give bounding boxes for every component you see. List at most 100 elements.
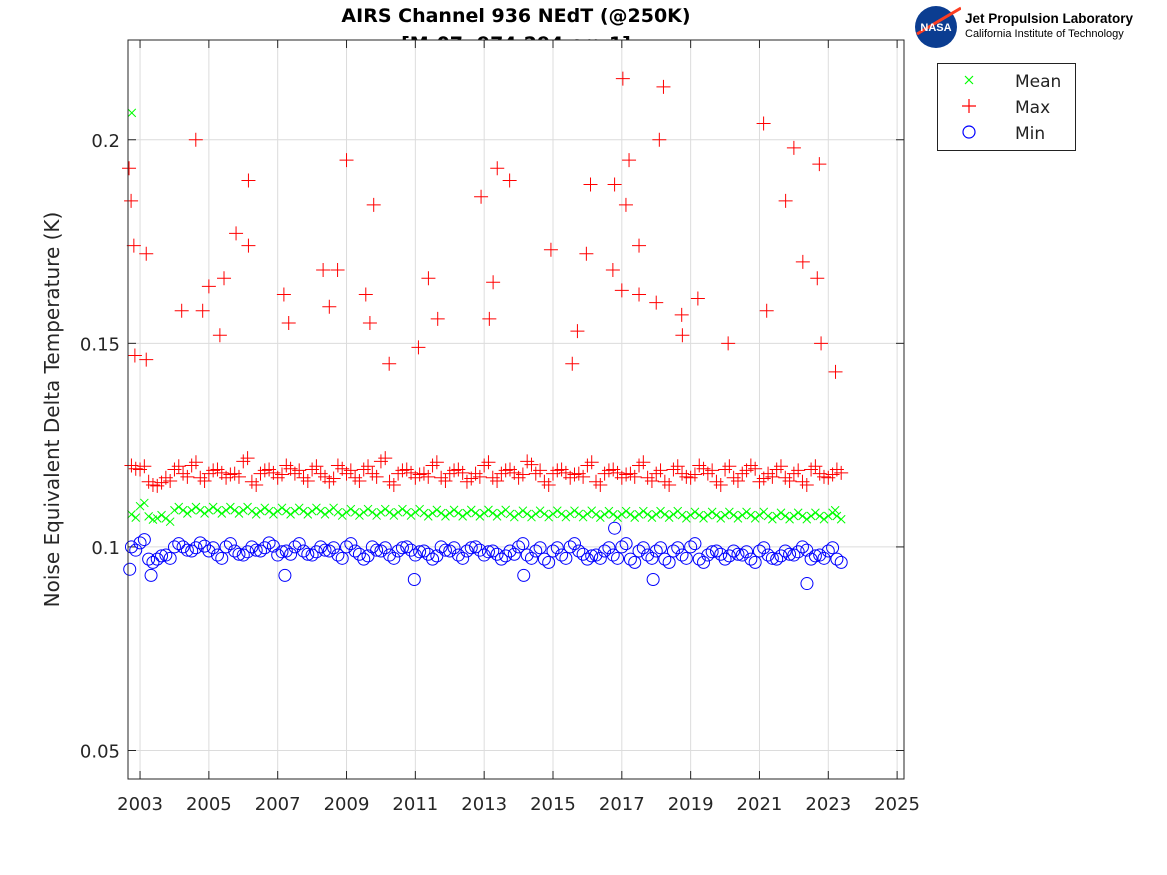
mean-point bbox=[514, 509, 523, 519]
min-point bbox=[129, 543, 143, 557]
min-point bbox=[559, 551, 573, 565]
max-point bbox=[300, 473, 315, 488]
min-point bbox=[512, 540, 526, 554]
max-point bbox=[814, 336, 829, 351]
min-point bbox=[215, 551, 229, 565]
mean-point bbox=[449, 505, 459, 515]
min-point bbox=[589, 548, 603, 562]
mean-point bbox=[238, 505, 248, 515]
max-point bbox=[808, 459, 823, 474]
max-point bbox=[618, 197, 633, 212]
min-point bbox=[434, 540, 448, 554]
min-point bbox=[654, 541, 668, 555]
max-point bbox=[722, 459, 737, 474]
max-point bbox=[343, 463, 358, 478]
min-point bbox=[327, 541, 341, 555]
x-tick-label: 2023 bbox=[805, 794, 851, 815]
mean-point bbox=[273, 506, 283, 516]
mean-point bbox=[527, 512, 536, 522]
jpl-logo: NASA Jet Propulsion Laboratory Californi… bbox=[913, 4, 1153, 50]
min-point bbox=[748, 555, 762, 569]
svg-text:NASA: NASA bbox=[920, 22, 951, 34]
max-point bbox=[614, 283, 629, 298]
min-point bbox=[714, 547, 728, 561]
mean-point bbox=[234, 509, 244, 518]
mean-point bbox=[712, 510, 721, 520]
mean-point bbox=[669, 509, 678, 519]
mean-point bbox=[647, 513, 657, 522]
x-tick-label: 2009 bbox=[324, 794, 370, 815]
min-point bbox=[735, 548, 749, 562]
min-point bbox=[524, 551, 538, 565]
mean-point bbox=[733, 514, 743, 523]
mean-point bbox=[621, 506, 631, 516]
mean-point bbox=[346, 504, 356, 514]
max-point bbox=[127, 348, 142, 363]
x-tick-label: 2025 bbox=[874, 794, 920, 815]
mean-point bbox=[819, 514, 829, 524]
mean-point bbox=[213, 505, 222, 515]
mean-point bbox=[595, 513, 605, 522]
min-point bbox=[189, 541, 203, 555]
max-point bbox=[212, 328, 227, 343]
min-point bbox=[787, 548, 801, 562]
max-point bbox=[687, 467, 702, 482]
max-point bbox=[690, 291, 705, 306]
mean-point bbox=[742, 507, 751, 517]
mean-point bbox=[359, 507, 369, 517]
min-point bbox=[649, 544, 663, 558]
mean-point bbox=[389, 511, 399, 520]
min-point bbox=[335, 551, 349, 565]
mean-point bbox=[600, 509, 609, 519]
min-point bbox=[374, 544, 388, 558]
min-point bbox=[172, 537, 186, 551]
max-point bbox=[309, 459, 324, 474]
mean-point bbox=[441, 512, 450, 521]
mean-point bbox=[725, 507, 734, 517]
min-point bbox=[223, 537, 237, 551]
max-point bbox=[490, 473, 505, 488]
mean-point bbox=[535, 506, 545, 516]
min-point bbox=[507, 547, 521, 561]
min-point bbox=[804, 552, 818, 566]
legend-label: Min bbox=[1015, 124, 1046, 144]
min-point bbox=[400, 540, 414, 554]
min-point bbox=[481, 545, 495, 559]
mean-point bbox=[191, 502, 201, 512]
plus-marker-icon bbox=[962, 99, 976, 113]
mean-point bbox=[200, 509, 209, 518]
min-point bbox=[778, 544, 792, 558]
min-point bbox=[646, 572, 660, 586]
mean-point bbox=[522, 509, 532, 519]
min-point bbox=[383, 548, 397, 562]
mean-point bbox=[565, 509, 575, 519]
mean-point bbox=[832, 511, 842, 521]
mean-point bbox=[350, 507, 360, 517]
mean-point bbox=[419, 508, 429, 518]
max-point bbox=[139, 246, 154, 261]
mean-point bbox=[454, 508, 463, 518]
min-point bbox=[585, 549, 599, 563]
min-point bbox=[770, 552, 784, 566]
max-point bbox=[786, 140, 801, 155]
max-point bbox=[656, 79, 671, 94]
mean-point bbox=[303, 509, 313, 519]
max-point bbox=[799, 478, 814, 493]
max-point bbox=[593, 478, 608, 493]
min-point bbox=[555, 548, 569, 562]
min-point bbox=[305, 548, 319, 562]
mean-point bbox=[492, 512, 502, 521]
chart-title-line1: AIRS Channel 936 NEdT (@250K) bbox=[341, 5, 691, 27]
min-point bbox=[477, 548, 491, 562]
min-point bbox=[658, 552, 672, 566]
min-point bbox=[176, 540, 190, 554]
max-point bbox=[674, 307, 689, 322]
logo-subtitle: California Institute of Technology bbox=[965, 28, 1124, 40]
max-point bbox=[778, 193, 793, 208]
min-point bbox=[529, 544, 543, 558]
mean-point bbox=[423, 512, 433, 521]
max-point bbox=[229, 226, 244, 241]
mean-point bbox=[531, 509, 541, 519]
mean-point bbox=[746, 510, 756, 520]
mean-point bbox=[226, 502, 235, 512]
